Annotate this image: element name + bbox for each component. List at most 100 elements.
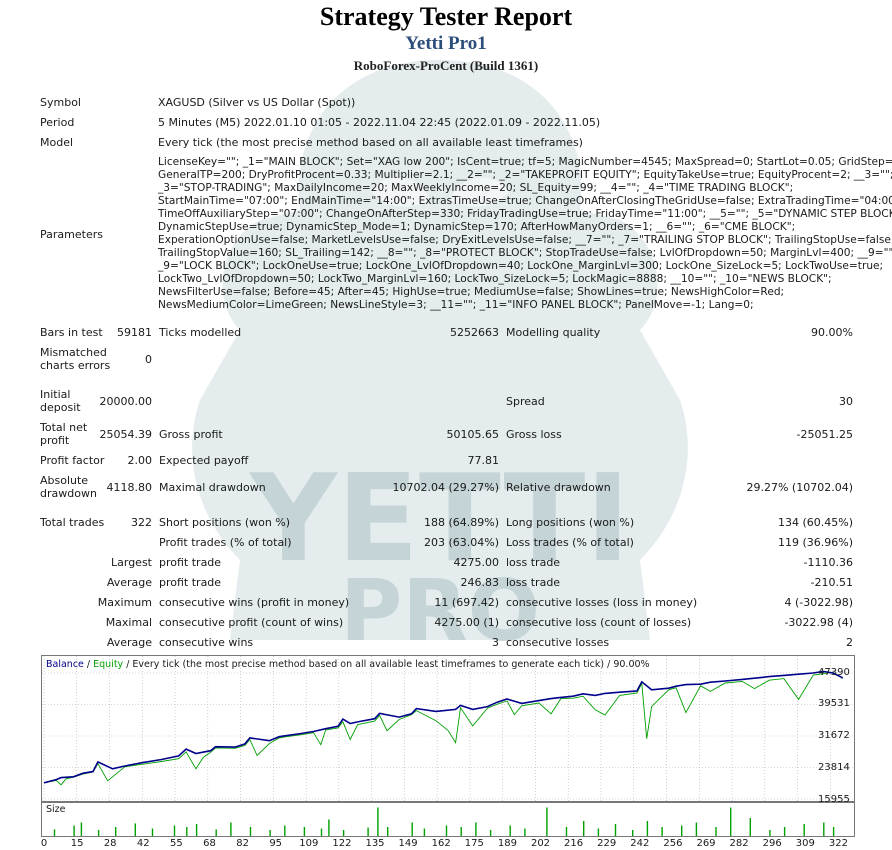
parameters-line: _3="STOP-TRADING"; MaxDailyIncome=20; Ma… <box>158 182 794 194</box>
bars-value: 59181 <box>117 326 152 339</box>
period-label: Period <box>40 116 75 129</box>
average-loss-value: -210.51 <box>810 576 853 589</box>
mismatch-label: Mismatched <box>40 346 107 359</box>
size-bar <box>546 807 548 836</box>
size-bar <box>695 822 698 836</box>
size-label: Size <box>46 804 66 815</box>
avg-consecutive-losses-label: consecutive losses <box>506 636 610 649</box>
x-tick-label: 189 <box>497 838 517 849</box>
spread-value: 30 <box>839 395 853 408</box>
size-bar <box>823 822 825 836</box>
x-tick-label: 162 <box>431 838 451 849</box>
spread-label: Spread <box>506 395 545 408</box>
size-bar <box>215 829 217 836</box>
parameters-line: NewsMediumColor=LimeGreen; NewsLineStyle… <box>158 299 754 311</box>
net-profit-value: 25054.39 <box>99 428 153 441</box>
net-profit-label: Total net <box>40 421 88 434</box>
loss-trades-label: Loss trades (% of total) <box>506 536 634 549</box>
svg-text:PRO: PRO <box>340 562 540 660</box>
largest-profit-label: profit trade <box>159 556 222 569</box>
legend-equity: Equity <box>93 659 124 670</box>
balance-equity-plot <box>42 656 854 801</box>
size-bar <box>583 821 585 836</box>
x-tick-label: 135 <box>365 838 385 849</box>
x-tick-label: 322 <box>828 838 848 849</box>
average-profit-label: profit trade <box>159 576 222 589</box>
broker-build: RoboForex-ProCent (Build 1361) <box>353 58 539 73</box>
largest-label: Largest <box>111 556 152 569</box>
expected-payoff-label: Expected payoff <box>159 454 249 467</box>
legend-balance: Balance <box>46 659 84 670</box>
size-bar <box>303 827 306 836</box>
profit-factor-value: 2.00 <box>127 454 153 467</box>
x-tick-label: 202 <box>530 838 551 849</box>
y-tick-label: 39531 <box>818 698 850 709</box>
size-bar <box>377 807 379 836</box>
parameters-line: GeneralTP=200; DryProfitProcent=0.33; Mu… <box>158 169 892 181</box>
mismatch-value: 0 <box>145 353 152 366</box>
profit-trades-value: 203 (63.04%) <box>423 536 499 549</box>
x-tick-label: 42 <box>136 838 150 849</box>
x-tick-label: 109 <box>299 838 319 849</box>
ea-name: Yetti Pro1 <box>405 33 487 54</box>
size-bar <box>342 830 345 836</box>
report-title: Strategy Tester Report <box>319 2 573 31</box>
size-bar <box>320 828 323 836</box>
gross-loss-value: -25051.25 <box>796 428 853 441</box>
largest-profit-value: 4275.00 <box>453 556 500 569</box>
rel-drawdown-label: Relative drawdown <box>506 481 611 494</box>
size-bar <box>195 824 198 836</box>
size-bar <box>475 822 477 836</box>
avg-consecutive-wins-value: 3 <box>492 636 499 649</box>
size-bar <box>803 824 805 836</box>
size-bar <box>730 807 732 836</box>
y-tick-label: 15955 <box>818 794 850 805</box>
avg-consecutive-losses-value: 2 <box>846 636 853 649</box>
size-bar <box>632 830 634 836</box>
short-positions-label: Short positions (won %) <box>159 516 291 529</box>
size-chart: Size <box>41 802 855 837</box>
max-consecutive-losses-label: consecutive losses (loss in money) <box>506 596 698 609</box>
size-bar <box>832 827 835 836</box>
parameters-line: LicenseKey=""; _1="MAIN BLOCK"; Set="XAG… <box>158 156 892 168</box>
profit-factor-label: Profit factor <box>40 454 105 467</box>
x-tick-label: 282 <box>729 838 749 849</box>
size-bar <box>769 830 771 836</box>
symbol-value: XAGUSD (Silver vs US Dollar (Spot)) <box>158 96 356 109</box>
abs-drawdown-value: 4118.80 <box>106 481 153 494</box>
total-trades-label: Total trades <box>40 516 105 529</box>
size-bar <box>783 827 786 836</box>
loss-trades-value: 119 (36.96%) <box>777 536 853 549</box>
model-label: Model <box>40 136 74 149</box>
max-drawdown-label: Maximal drawdown <box>159 481 266 494</box>
x-tick-label: 149 <box>398 838 418 849</box>
size-bar <box>661 827 663 836</box>
x-tick-label: 175 <box>464 838 484 849</box>
size-bar <box>269 830 271 836</box>
x-tick-label: 229 <box>597 838 617 849</box>
symbol-label: Symbol <box>40 96 81 109</box>
x-tick-label: 82 <box>236 838 249 849</box>
period-value: 5 Minutes (M5) 2022.01.10 01:05 - 2022.1… <box>158 116 601 129</box>
y-tick-label: 23814 <box>818 762 850 773</box>
maximal-consecutive-profit-value: 4275.00 (1) <box>434 616 499 629</box>
deposit-value: 20000.00 <box>99 395 153 408</box>
short-positions-value: 188 (64.89%) <box>423 516 499 529</box>
quality-value: 90.00% <box>811 326 853 339</box>
long-positions-label: Long positions (won %) <box>506 516 635 529</box>
total-trades-value: 322 <box>131 516 152 529</box>
max-drawdown-value: 10702.04 (29.27%) <box>392 481 499 494</box>
size-bar <box>681 825 683 836</box>
x-tick-label: 296 <box>762 838 782 849</box>
avg-consecutive-wins-label: consecutive wins <box>159 636 254 649</box>
ticks-value: 5252663 <box>450 326 499 339</box>
maximal-label: Maximal <box>105 616 152 629</box>
size-bar <box>614 824 617 836</box>
average-consecutive-label: Average <box>106 636 152 649</box>
average-loss-label: loss trade <box>506 576 561 589</box>
bars-label: Bars in test <box>40 326 103 339</box>
size-bar <box>134 823 136 836</box>
size-bar <box>284 825 286 836</box>
parameters-line: TrailingStopValue=160; SL_Trailing=142; … <box>158 247 892 259</box>
parameters-line: NewsFilterUse=false; Before=45; After=45… <box>158 286 785 298</box>
